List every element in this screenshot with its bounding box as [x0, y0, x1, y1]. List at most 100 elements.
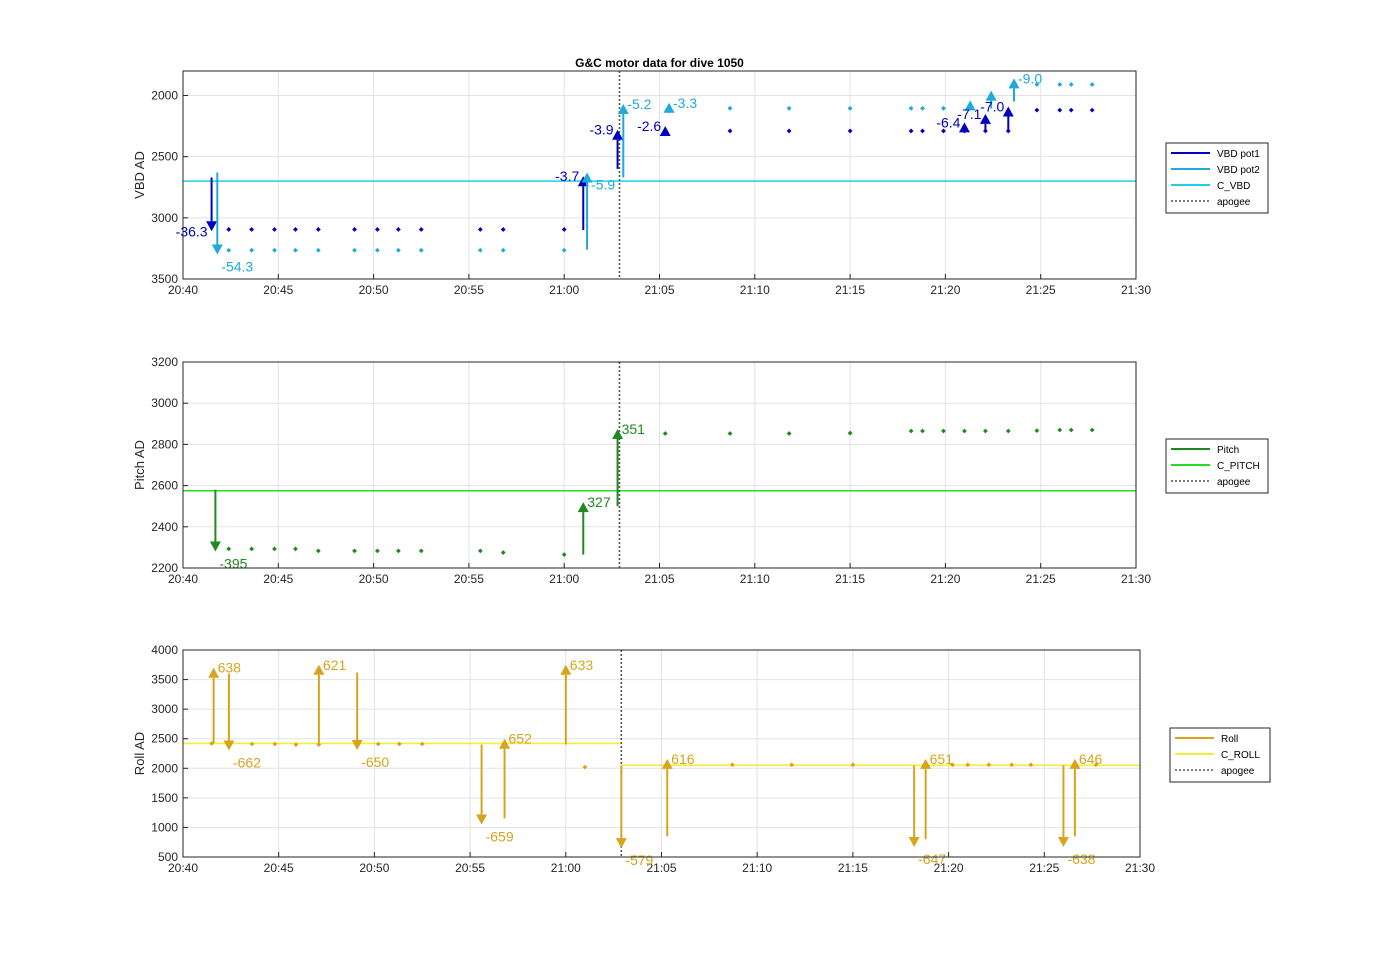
x-tick-label: 20:40: [168, 283, 198, 297]
y-tick-label: 2400: [151, 520, 178, 534]
y-tick-label: 2600: [151, 479, 178, 493]
y-tick-label: 500: [158, 850, 178, 864]
arrow-head: [958, 122, 970, 133]
arrow-head: [1069, 758, 1081, 769]
legend-entry: apogee: [1217, 197, 1251, 208]
data-point-pitch: [983, 428, 988, 434]
data-point-roll: [729, 762, 735, 768]
data-point-pitch: [1005, 428, 1011, 434]
x-tick-label: 20:40: [168, 861, 198, 875]
x-tick-label: 21:30: [1121, 283, 1151, 297]
x-tick-label: 21:25: [1026, 283, 1056, 297]
arrow-head: [964, 100, 976, 111]
x-tick-label: 20:45: [264, 861, 294, 875]
y-tick-label: 4000: [151, 643, 178, 657]
arrow-head: [313, 664, 325, 675]
arrow-head: [617, 104, 629, 115]
arrow-head: [979, 113, 991, 124]
data-label: -54.3: [221, 259, 253, 275]
data-point-pitch: [272, 546, 277, 552]
x-tick-label: 20:55: [454, 572, 484, 586]
data-point-pitch: [395, 548, 401, 554]
data-point-pitch: [920, 428, 925, 434]
data-point-vbd-pot2: [941, 105, 946, 111]
data-point-pitch: [1089, 427, 1095, 433]
data-point-roll: [1093, 762, 1099, 768]
data-point-vbd-pot1: [500, 227, 506, 232]
y-tick-label: 2500: [151, 150, 178, 164]
data-point-vbd-pot1: [249, 227, 255, 232]
x-tick-label: 20:55: [455, 861, 485, 875]
arrow-head: [1002, 106, 1014, 117]
arrow-head: [659, 126, 671, 137]
x-tick-label: 21:05: [644, 572, 674, 586]
arrow-head: [211, 244, 223, 255]
arrow-head: [560, 664, 572, 675]
data-label: -2.6: [637, 118, 661, 134]
data-point-pitch: [727, 431, 733, 436]
data-point-vbd-pot1: [293, 227, 298, 232]
x-tick-label: 20:50: [359, 861, 389, 875]
data-label: -579: [625, 852, 653, 868]
data-point-vbd-pot2: [727, 105, 733, 111]
data-point-vbd-pot1: [908, 128, 914, 134]
data-point-roll: [1028, 762, 1034, 768]
legend-entry: Roll: [1221, 734, 1238, 745]
data-point-vbd-pot2: [1057, 82, 1063, 87]
data-point-roll: [986, 762, 992, 768]
arrow-head: [908, 836, 920, 847]
data-point-roll: [850, 762, 856, 768]
x-tick-label: 20:40: [168, 572, 198, 586]
legend-entry: apogee: [1217, 477, 1251, 488]
data-label: -6.4: [936, 114, 960, 130]
x-tick-label: 20:45: [263, 572, 293, 586]
x-tick-label: 21:15: [838, 861, 868, 875]
x-tick-label: 21:15: [835, 572, 865, 586]
arrow-head: [612, 129, 624, 140]
x-tick-label: 21:05: [646, 861, 676, 875]
x-tick-label: 21:05: [644, 283, 674, 297]
data-label: -5.2: [627, 96, 651, 112]
data-point-pitch: [962, 428, 967, 434]
legend-entry: apogee: [1221, 766, 1255, 777]
legend-entry: C_PITCH: [1217, 461, 1260, 472]
data-label: 651: [930, 751, 954, 767]
arrow-head: [351, 739, 363, 750]
data-point-pitch: [249, 546, 255, 552]
axes-frame: [182, 70, 1137, 280]
data-label: 327: [587, 494, 611, 510]
y-axis-label: Pitch AD: [132, 440, 147, 490]
arrow-head: [661, 758, 673, 769]
data-point-vbd-pot2: [272, 247, 277, 253]
arrow-head: [476, 814, 488, 825]
arrow-head: [612, 428, 624, 439]
data-label: 652: [509, 731, 533, 747]
x-tick-label: 21:10: [740, 283, 770, 297]
arrow-head: [1057, 836, 1069, 847]
axes-frame: [182, 361, 1137, 569]
data-point-pitch: [786, 431, 792, 436]
x-tick-label: 21:30: [1121, 572, 1151, 586]
arrow-head: [577, 502, 589, 513]
x-tick-label: 21:20: [934, 861, 964, 875]
y-axis-label: VBD AD: [132, 151, 147, 199]
y-tick-label: 3500: [151, 673, 178, 687]
data-label: -7.1: [957, 106, 981, 122]
data-point-pitch: [941, 428, 946, 434]
data-point-vbd-pot1: [315, 227, 321, 232]
data-point-vbd-pot1: [847, 128, 853, 134]
data-point-vbd-pot2: [418, 247, 424, 253]
arrow-head: [663, 102, 675, 113]
legend-entry: VBD pot1: [1217, 149, 1260, 160]
data-point-vbd-pot2: [249, 247, 255, 253]
y-tick-label: 3200: [151, 355, 178, 369]
data-point-pitch: [1057, 427, 1063, 433]
y-tick-label: 3500: [151, 272, 178, 286]
data-point-roll: [249, 741, 255, 747]
data-label: -659: [486, 828, 514, 844]
data-point-vbd-pot1: [395, 227, 401, 232]
y-tick-label: 3000: [151, 396, 178, 410]
data-point-pitch: [847, 430, 853, 436]
data-label: -650: [361, 754, 389, 770]
